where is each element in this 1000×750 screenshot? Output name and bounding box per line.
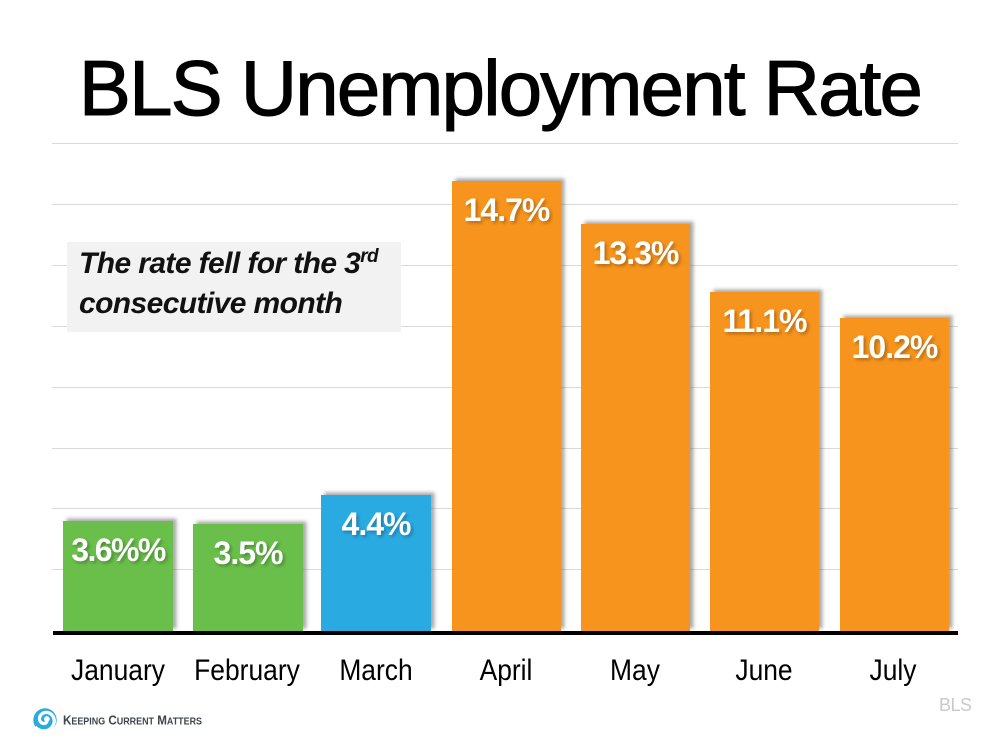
svg-text:KEEPING CURRENT MATTERS: KEEPING CURRENT MATTERS [63, 713, 202, 728]
